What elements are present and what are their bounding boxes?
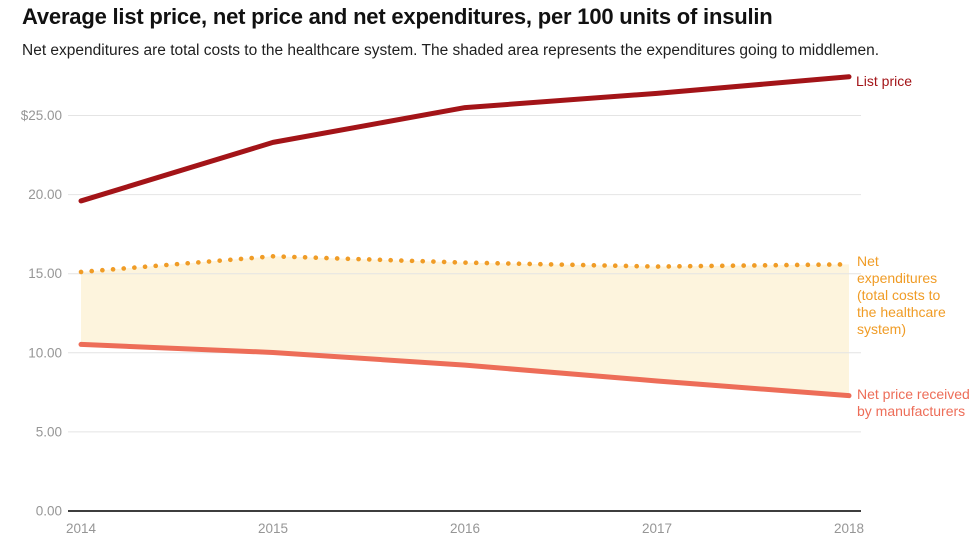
y-axis-tick-label: 15.00: [28, 266, 62, 281]
x-axis-tick-label: 2014: [66, 521, 97, 536]
chart-title: Average list price, net price and net ex…: [22, 4, 773, 29]
list-price-line: [78, 74, 852, 204]
series-label-list-price: List price: [856, 73, 913, 89]
net-expenditures-line: [78, 253, 852, 275]
series-label-net-price: Net price received by manufacturers: [857, 386, 970, 419]
series-label-net-expenditures: Net expenditures (total costs to the hea…: [857, 253, 946, 337]
x-axis-tick-label: 2015: [258, 521, 288, 536]
x-axis-tick-label: 2017: [642, 521, 672, 536]
x-axis-tick-label: 2018: [834, 521, 864, 536]
y-axis-tick-label: 20.00: [28, 187, 62, 202]
y-axis-tick-label: $25.00: [21, 108, 62, 123]
y-axis-tick-label: 0.00: [36, 504, 62, 519]
y-axis-tick-label: 5.00: [36, 424, 62, 439]
x-axis-tick-label: 2016: [450, 521, 480, 536]
y-axis-tick-label: 10.00: [28, 345, 62, 360]
chart-subtitle: Net expenditures are total costs to the …: [22, 42, 880, 59]
shaded-area-middlemen-expenditures: [81, 256, 849, 396]
net-price-line: [78, 341, 852, 399]
